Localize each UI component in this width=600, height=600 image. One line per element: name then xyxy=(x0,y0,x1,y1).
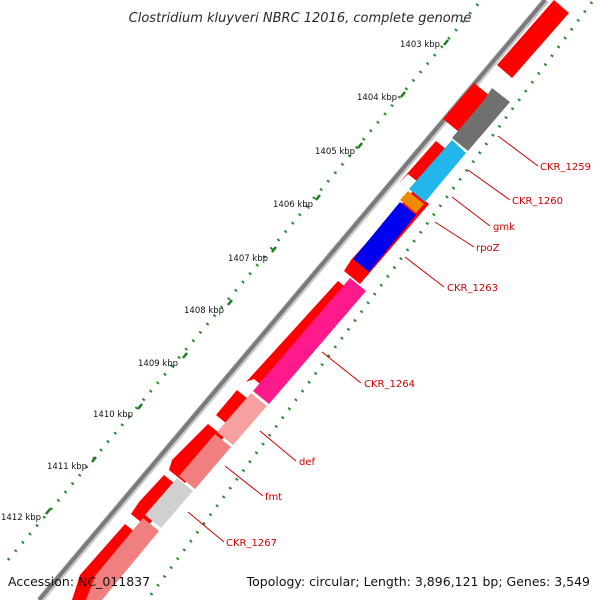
gene-label: CKR_1267 xyxy=(226,538,277,549)
gene-def xyxy=(217,393,267,445)
scale-ticks xyxy=(45,39,449,515)
gene-rpoz xyxy=(353,202,416,272)
gene-label: CKR_1259 xyxy=(540,162,591,173)
tick-label: 1406 kbp xyxy=(273,200,313,210)
topology-text: Topology: circular; Length: 3,896,121 bp… xyxy=(246,574,590,589)
accession-text: Accession: NC_011837 xyxy=(8,574,150,589)
tick-label: 1408 kbp xyxy=(184,306,224,316)
tick-label: 1411 kbp xyxy=(47,462,87,472)
gene-label: CKR_1263 xyxy=(447,283,498,294)
gene-ckr1264 xyxy=(253,278,366,404)
gene-label: rpoZ xyxy=(476,243,500,254)
tick-label: 1404 kbp xyxy=(357,93,397,103)
gene-label: def xyxy=(299,457,316,468)
gene-label: CKR_1260 xyxy=(512,196,563,207)
forward-gene xyxy=(497,0,569,78)
forward-gene xyxy=(398,141,452,187)
map-title: Clostridium kluyveri NBRC 12016, complet… xyxy=(129,11,472,26)
gene-fmt xyxy=(179,434,231,489)
gene-label: gmk xyxy=(493,222,515,233)
tick-label: 1410 kbp xyxy=(93,410,133,420)
forward-gene xyxy=(131,475,180,527)
tick-label: 1409 kbp xyxy=(138,359,178,369)
gene-label: CKR_1264 xyxy=(364,379,415,390)
gene-ckr1266 xyxy=(145,478,193,528)
gene-ckr1260 xyxy=(409,140,466,202)
tick-label: 1407 kbp xyxy=(228,254,268,264)
forward-gene xyxy=(216,390,253,428)
gene-ckr1267 xyxy=(86,518,159,600)
forward-gene xyxy=(443,83,490,132)
gene-label: fmt xyxy=(265,492,282,503)
scale-dotted-track xyxy=(6,3,480,561)
tick-label: 1412 kbp xyxy=(1,513,41,523)
inner-dotted-track xyxy=(148,1,594,597)
tick-label: 1405 kbp xyxy=(315,147,355,157)
label-leaders xyxy=(187,135,539,543)
gene-gmk xyxy=(400,191,424,213)
forward-gene xyxy=(169,424,224,483)
gene-ckr1259 xyxy=(452,88,510,151)
tick-label: 1403 kbp xyxy=(400,40,440,50)
reverse-strand-genes xyxy=(86,88,510,600)
